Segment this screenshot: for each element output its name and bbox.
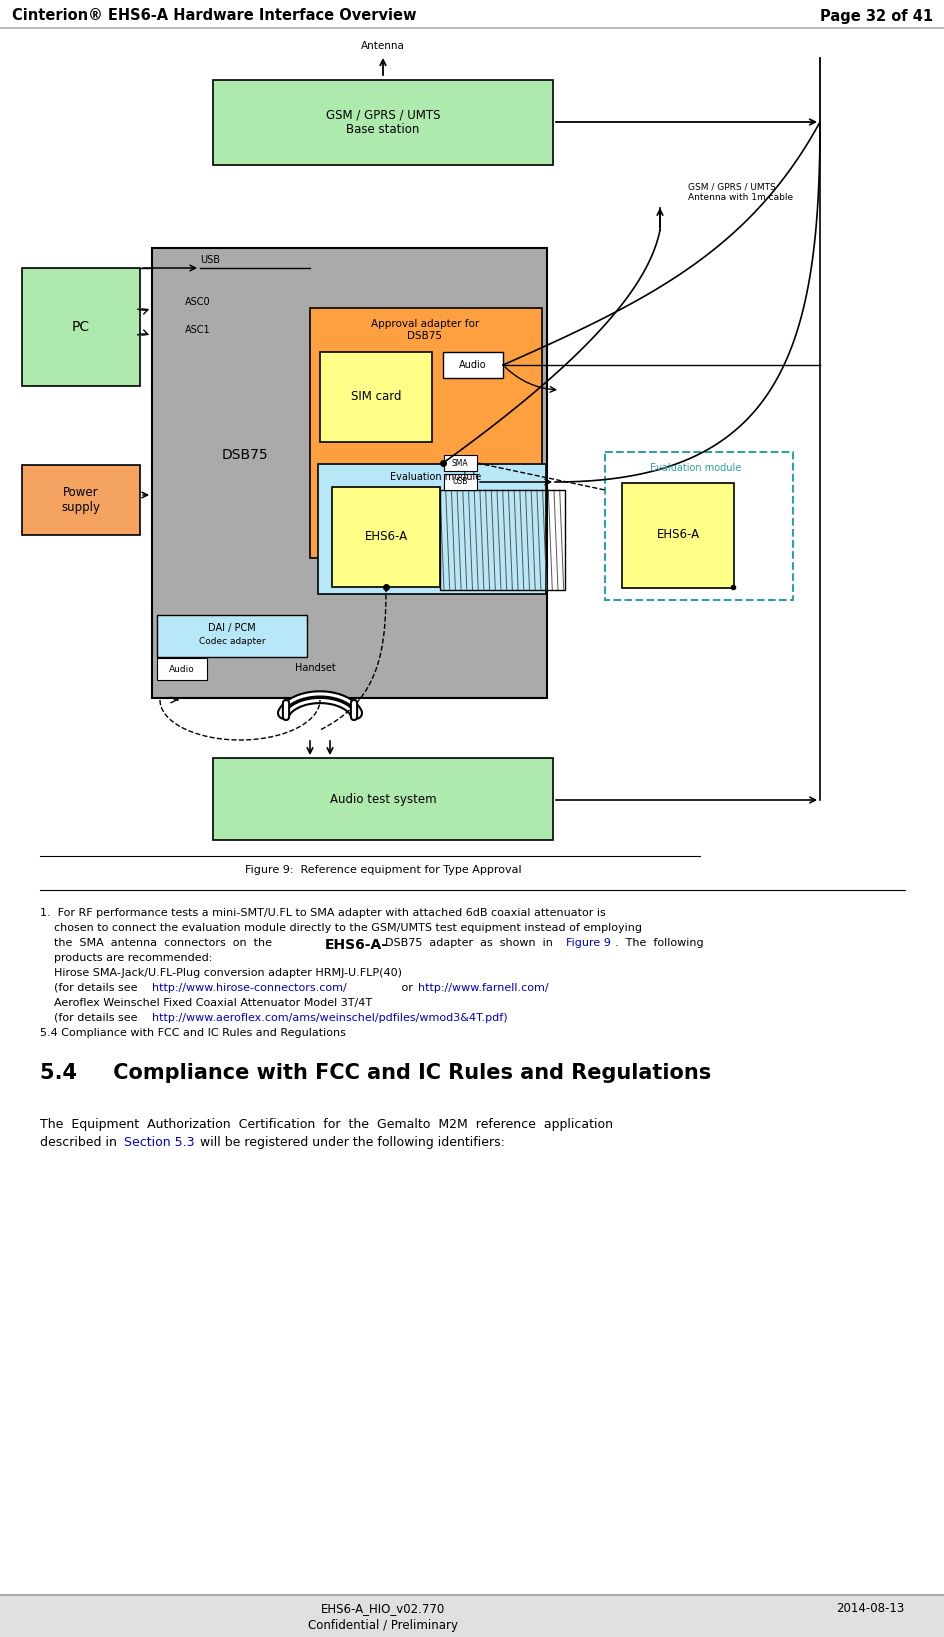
Bar <box>318 463 546 594</box>
Text: Cinterion® EHS6-A Hardware Interface Overview: Cinterion® EHS6-A Hardware Interface Ove… <box>12 8 416 23</box>
Text: http://www.farnell.com/: http://www.farnell.com/ <box>417 982 548 994</box>
Text: products are recommended:: products are recommended: <box>40 953 212 963</box>
Bar <box>621 483 733 588</box>
Bar <box>212 758 552 840</box>
Text: DAI / PCM: DAI / PCM <box>208 624 256 634</box>
Text: The  Equipment  Authorization  Certification  for  the  Gemalto  M2M  reference : The Equipment Authorization Certificatio… <box>40 1118 613 1131</box>
Text: DSB75: DSB75 <box>222 449 268 462</box>
Text: EHS6-A: EHS6-A <box>656 529 699 542</box>
Bar <box>22 465 140 535</box>
Bar <box>320 352 431 442</box>
Text: Power
supply: Power supply <box>61 486 100 514</box>
Text: USB: USB <box>200 255 220 265</box>
Bar <box>0 1594 944 1637</box>
Text: described in: described in <box>40 1136 121 1149</box>
Text: PC: PC <box>72 319 90 334</box>
Text: Antenna: Antenna <box>361 41 405 51</box>
Bar <box>440 489 565 589</box>
Text: (for details see: (for details see <box>40 1013 141 1023</box>
Text: Confidential / Preliminary: Confidential / Preliminary <box>308 1619 458 1632</box>
Text: .  The  following: . The following <box>615 938 703 948</box>
Text: EHS6-A_HIO_v02.770: EHS6-A_HIO_v02.770 <box>321 1603 445 1616</box>
Text: the  SMA  antenna  connectors  on  the: the SMA antenna connectors on the <box>40 938 278 948</box>
Text: 2014-08-13: 2014-08-13 <box>835 1603 903 1616</box>
Text: Figure 9:  Reference equipment for Type Approval: Figure 9: Reference equipment for Type A… <box>244 864 521 876</box>
Text: ASC0: ASC0 <box>185 296 211 308</box>
Text: Hirose SMA-Jack/U.FL-Plug conversion adapter HRMJ-U.FLP(40): Hirose SMA-Jack/U.FL-Plug conversion ada… <box>40 967 401 977</box>
Text: 5.4 Compliance with FCC and IC Rules and Regulations: 5.4 Compliance with FCC and IC Rules and… <box>40 1028 346 1038</box>
Bar <box>331 486 440 588</box>
Text: (for details see: (for details see <box>40 982 141 994</box>
Text: Handset: Handset <box>295 663 335 673</box>
Text: EHS6-A-: EHS6-A- <box>325 938 388 953</box>
Text: chosen to connect the evaluation module directly to the GSM/UMTS test equipment : chosen to connect the evaluation module … <box>40 923 641 933</box>
Text: DSB75  adapter  as  shown  in: DSB75 adapter as shown in <box>384 938 559 948</box>
Text: http://www.aeroflex.com/ams/weinschel/pdfiles/wmod3&4T.pdf): http://www.aeroflex.com/ams/weinschel/pd… <box>152 1013 507 1023</box>
Bar <box>157 658 207 679</box>
Text: 5.4     Compliance with FCC and IC Rules and Regulations: 5.4 Compliance with FCC and IC Rules and… <box>40 1062 711 1084</box>
Text: Section 5.3: Section 5.3 <box>124 1136 194 1149</box>
Text: SIM card: SIM card <box>350 391 401 403</box>
Text: Audio: Audio <box>169 665 194 673</box>
Text: Approval adapter for
DSB75: Approval adapter for DSB75 <box>370 319 479 340</box>
Text: will be registered under the following identifiers:: will be registered under the following i… <box>195 1136 504 1149</box>
Text: Evaluation module: Evaluation module <box>649 463 740 473</box>
Text: EHS6-A: EHS6-A <box>364 530 407 543</box>
Text: ASC1: ASC1 <box>185 326 211 336</box>
Bar <box>157 616 307 656</box>
Text: Audio test system: Audio test system <box>329 794 436 807</box>
Bar <box>444 475 477 489</box>
Text: Aeroflex Weinschel Fixed Coaxial Attenuator Model 3T/4T: Aeroflex Weinschel Fixed Coaxial Attenua… <box>40 999 372 1008</box>
Bar <box>443 352 502 378</box>
Bar <box>212 80 552 165</box>
Text: Page 32 of 41: Page 32 of 41 <box>819 8 932 23</box>
Text: or: or <box>397 982 416 994</box>
Bar <box>22 268 140 386</box>
Text: GSM / GPRS / UMTS
Antenna with 1m cable: GSM / GPRS / UMTS Antenna with 1m cable <box>687 182 792 201</box>
Bar <box>604 452 792 601</box>
Bar <box>152 247 547 697</box>
Text: Audio: Audio <box>459 360 486 370</box>
Text: Evaluation module: Evaluation module <box>390 471 480 481</box>
Text: USB: USB <box>452 478 467 486</box>
Bar <box>310 308 542 558</box>
Text: Figure 9: Figure 9 <box>565 938 610 948</box>
Text: SMA: SMA <box>451 458 468 468</box>
Bar <box>444 455 477 471</box>
Text: GSM / GPRS / UMTS
Base station: GSM / GPRS / UMTS Base station <box>326 108 440 136</box>
Text: http://www.hirose-connectors.com/: http://www.hirose-connectors.com/ <box>152 982 346 994</box>
Text: 1.  For RF performance tests a mini-SMT/U.FL to SMA adapter with attached 6dB co: 1. For RF performance tests a mini-SMT/U… <box>40 909 605 918</box>
Text: Codec adapter: Codec adapter <box>198 637 265 645</box>
